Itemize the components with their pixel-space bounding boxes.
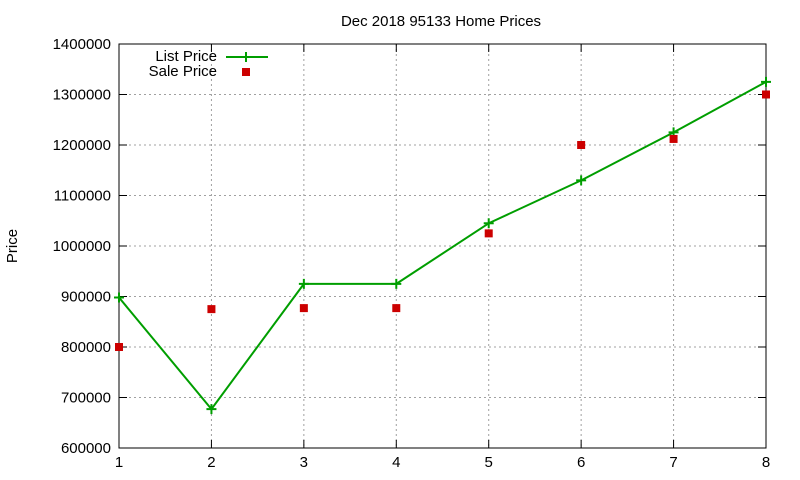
list-price-point xyxy=(576,175,587,186)
sale-price-point xyxy=(392,304,401,313)
x-tick-label: 8 xyxy=(762,454,770,471)
axis-ticks: 6000007000008000009000001000000110000012… xyxy=(53,36,771,471)
list-price-line xyxy=(118,80,767,411)
sale-price-point xyxy=(484,229,493,238)
series-layer xyxy=(114,76,771,415)
sale-price-point xyxy=(115,343,123,351)
y-tick-label: 1200000 xyxy=(53,137,111,154)
plot-frame xyxy=(118,43,767,449)
x-tick-label: 6 xyxy=(577,454,585,471)
x-tick-label: 4 xyxy=(392,454,400,471)
sale-price-point xyxy=(207,305,216,314)
sale-price-point xyxy=(762,90,770,99)
x-tick-label: 5 xyxy=(485,454,493,471)
list-price-point xyxy=(483,218,494,229)
list-price-point xyxy=(114,292,124,303)
x-tick-label: 1 xyxy=(115,454,123,471)
chart-title: Dec 2018 95133 Home Prices xyxy=(341,13,541,30)
list-price-point xyxy=(206,404,217,415)
sale-price-point xyxy=(669,134,678,143)
legend: List Price Sale Price xyxy=(149,48,268,80)
list-price-point xyxy=(391,278,402,289)
y-axis-label: Price xyxy=(4,229,21,263)
sale-price-point xyxy=(299,304,308,313)
y-tick-label: 1000000 xyxy=(53,238,111,255)
x-tick-label: 7 xyxy=(669,454,677,471)
legend-marker-sale-price xyxy=(242,68,250,76)
x-tick-label: 3 xyxy=(300,454,308,471)
y-tick-label: 1400000 xyxy=(53,36,111,53)
y-tick-label: 1100000 xyxy=(54,188,111,205)
y-tick-label: 800000 xyxy=(61,339,111,356)
grid-lines xyxy=(119,44,766,448)
list-price-point xyxy=(298,278,309,289)
sale-price-point xyxy=(577,141,586,149)
list-price-point xyxy=(761,76,771,87)
y-tick-label: 900000 xyxy=(61,289,111,306)
x-tick-label: 2 xyxy=(207,454,215,471)
y-tick-label: 1300000 xyxy=(53,87,111,104)
y-tick-label: 600000 xyxy=(61,440,111,457)
legend-label-list-price: List Price xyxy=(155,48,217,65)
y-tick-label: 700000 xyxy=(61,390,111,407)
legend-label-sale-price: Sale Price xyxy=(149,63,217,80)
legend-marker-list-price xyxy=(241,52,251,62)
